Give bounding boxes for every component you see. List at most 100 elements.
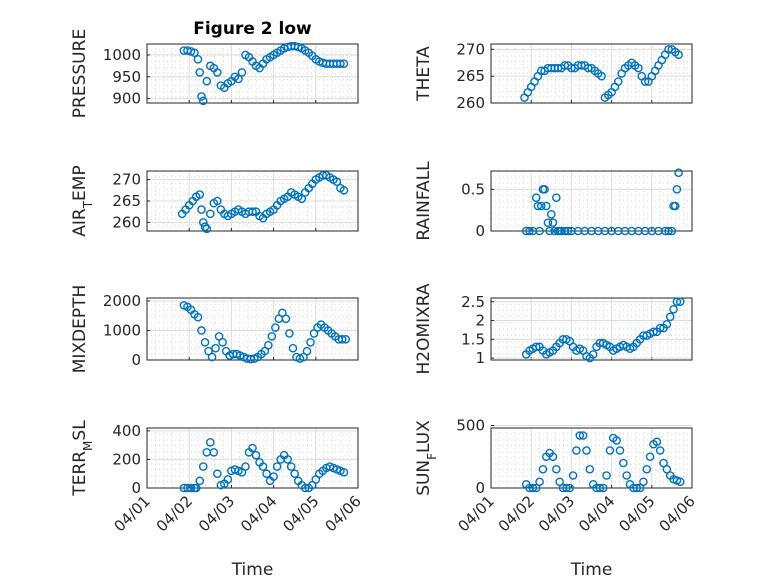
subplot-h2omixra: 11.522.5 H2OMIXRA <box>414 283 693 375</box>
data-point <box>190 48 199 58</box>
data-point <box>269 472 278 481</box>
data-point <box>639 477 648 487</box>
axes-box <box>490 43 693 104</box>
chart-title: Figure 2 low <box>193 19 312 39</box>
y-tick-label: 0.5 <box>461 180 485 198</box>
data-point <box>672 297 682 307</box>
data-point <box>297 194 307 204</box>
x-tick-label: 04/04 <box>237 492 280 535</box>
data-point <box>211 343 220 353</box>
y-axis-label: RAINFALL <box>414 161 434 241</box>
y-tick-label: 0 <box>131 479 141 497</box>
data-point <box>339 467 349 477</box>
axes-box <box>490 170 693 232</box>
x-tick-label: 04/01 <box>111 492 154 535</box>
data-point <box>288 343 298 353</box>
y-tick-label: 400 <box>112 422 141 440</box>
data-point <box>186 483 196 493</box>
data-point <box>258 462 268 471</box>
data-point <box>674 168 683 177</box>
data-point <box>193 54 203 64</box>
data-point <box>285 329 294 338</box>
data-point <box>341 335 350 344</box>
x-tick-label: 04/02 <box>153 492 196 535</box>
data-point <box>197 205 206 214</box>
y-tick-label: 1000 <box>103 46 141 64</box>
data-point <box>223 475 233 484</box>
data-point <box>605 446 615 455</box>
series-theta <box>520 45 683 102</box>
data-point <box>655 446 665 455</box>
data-point <box>272 462 282 471</box>
subplot-rainfall: 0 0.5 RAINFALL <box>414 161 693 241</box>
data-point <box>563 226 573 236</box>
data-point <box>205 437 215 447</box>
data-point <box>195 190 205 199</box>
subplot-theta: 260 265 270 THETA <box>414 40 693 112</box>
y-axis-label: PRESSURE <box>70 29 90 118</box>
y-tick-label: 200 <box>112 450 141 468</box>
data-point <box>195 476 205 486</box>
x-tick-label: 04/04 <box>575 492 618 535</box>
data-point <box>552 193 561 202</box>
axes-box <box>146 43 359 104</box>
data-point <box>262 469 271 479</box>
y-tick-label: 900 <box>112 90 141 108</box>
data-point <box>548 218 558 227</box>
y-axis-label: SUNFLUX <box>414 420 439 496</box>
data-point <box>536 201 546 211</box>
data-point <box>200 222 210 232</box>
axes-box <box>146 297 359 361</box>
y-tick-label: 2000 <box>103 292 141 310</box>
data-point <box>198 218 208 227</box>
y-tick-label: 1.5 <box>461 330 485 348</box>
data-point <box>531 193 541 202</box>
data-point <box>640 77 650 86</box>
data-point <box>565 483 575 493</box>
data-point <box>665 312 675 322</box>
data-point <box>248 207 257 217</box>
data-point <box>645 452 655 462</box>
data-point <box>634 63 643 73</box>
data-point <box>213 469 222 479</box>
data-point <box>531 342 541 352</box>
x-tick-label: 04/03 <box>195 492 238 535</box>
data-point <box>525 226 534 236</box>
series-pressure <box>179 41 349 106</box>
data-point <box>209 447 219 457</box>
data-point <box>540 185 549 194</box>
data-point <box>290 469 300 479</box>
data-point <box>267 332 277 341</box>
data-point <box>543 218 553 227</box>
data-point <box>535 477 544 487</box>
data-point <box>528 483 538 493</box>
data-point <box>332 177 342 187</box>
data-point <box>619 458 628 468</box>
y-tick-label: 0 <box>475 222 485 240</box>
x-tick-label: 04/05 <box>615 492 658 535</box>
data-point <box>538 464 548 474</box>
data-point <box>667 226 677 236</box>
data-point <box>545 226 554 236</box>
data-point <box>669 304 678 314</box>
y-axis-label: TERRMSL <box>70 420 95 497</box>
subplot-air-temp: 260 265 270 AIRTEMP <box>70 165 359 237</box>
y-tick-label: 260 <box>456 94 485 112</box>
data-point <box>588 350 598 359</box>
data-point <box>281 314 291 323</box>
data-point <box>662 320 672 329</box>
data-point <box>649 327 658 337</box>
data-point <box>197 92 206 101</box>
axes-box <box>146 170 359 232</box>
x-tick-label: 04/03 <box>535 492 578 535</box>
data-point <box>562 483 571 493</box>
data-point <box>337 335 347 344</box>
data-point <box>595 483 605 493</box>
data-point <box>672 185 682 194</box>
x-axis-label: Time <box>570 560 613 580</box>
subplot-mixdepth: 0 1000 2000 MIXDEPTH <box>70 285 359 373</box>
data-point <box>283 455 292 464</box>
data-point <box>552 464 561 474</box>
data-point <box>675 297 685 307</box>
